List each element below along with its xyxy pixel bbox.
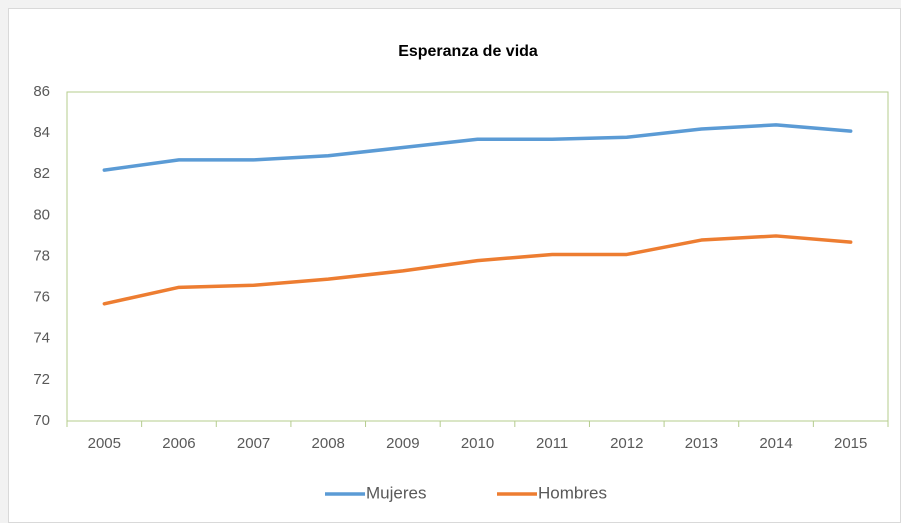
x-tick-label: 2005 [88, 435, 121, 452]
x-tick-label: 2014 [759, 435, 792, 452]
y-tick-label: 72 [33, 371, 50, 388]
y-tick-label: 86 [33, 83, 50, 100]
chart-title: Esperanza de vida [398, 43, 538, 60]
x-tick-label: 2008 [312, 435, 345, 452]
line-series [102, 234, 853, 306]
x-tick-label: 2009 [386, 435, 419, 452]
x-tick-label: 2011 [536, 435, 568, 452]
y-tick-label: 84 [33, 124, 50, 141]
plot-border [66, 91, 889, 422]
legend-label: Mujeres [366, 483, 426, 502]
y-tick-label: 82 [33, 165, 50, 182]
y-tick-label: 74 [33, 330, 50, 347]
y-tick-label: 80 [33, 206, 50, 223]
x-tick-label: 2015 [834, 435, 867, 452]
x-tick-label: 2010 [461, 435, 494, 452]
line-series [102, 123, 853, 172]
legend-label: Hombres [538, 483, 607, 502]
y-tick-label: 78 [33, 247, 50, 264]
x-tick-label: 2006 [162, 435, 195, 452]
y-tick-label: 70 [33, 412, 50, 429]
x-tick-label: 2012 [610, 435, 643, 452]
y-tick-label: 76 [33, 289, 50, 306]
x-tick-label: 2007 [237, 435, 270, 452]
x-tick-label: 2013 [685, 435, 718, 452]
